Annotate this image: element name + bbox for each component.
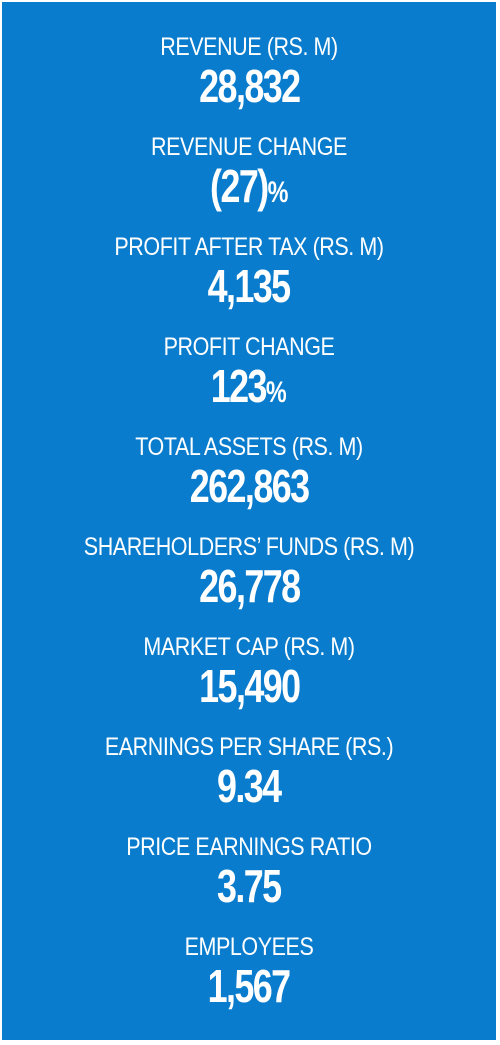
metric-price-earnings-ratio: PRICE EARNINGS RATIO 3.75 — [2, 832, 496, 932]
metric-earnings-per-share: EARNINGS PER SHARE (RS.) 9.34 — [2, 732, 496, 832]
metric-value: 1,567 — [208, 960, 292, 1017]
metric-revenue: REVENUE (RS. M) 28,832 — [2, 32, 496, 132]
metric-number: 26,778 — [198, 560, 301, 612]
metric-number: 9.34 — [217, 760, 282, 812]
metric-label: EARNINGS PER SHARE (RS.) — [104, 733, 394, 761]
metric-shareholders-funds: SHAREHOLDERS’ FUNDS (RS. M) 26,778 — [2, 532, 496, 632]
metric-number: 4,135 — [208, 260, 292, 312]
metric-unit: % — [266, 376, 288, 409]
metric-number: 3.75 — [217, 860, 282, 912]
metric-profit-change: PROFIT CHANGE 123% — [2, 332, 496, 432]
metric-profit-after-tax: PROFIT AFTER TAX (RS. M) 4,135 — [2, 232, 496, 332]
metric-label: SHAREHOLDERS’ FUNDS (RS. M) — [83, 533, 415, 561]
metric-label: MARKET CAP (RS. M) — [143, 633, 355, 661]
metric-employees: EMPLOYEES 1,567 — [2, 932, 496, 1032]
metric-value: 28,832 — [198, 60, 301, 117]
metric-value: (27)% — [210, 162, 288, 217]
metric-label: EMPLOYEES — [184, 933, 314, 961]
metric-value: 3.75 — [217, 860, 282, 917]
metric-label: PRICE EARNINGS RATIO — [126, 833, 372, 861]
metric-total-assets: TOTAL ASSETS (RS. M) 262,863 — [2, 432, 496, 532]
metric-label: TOTAL ASSETS (RS. M) — [135, 433, 363, 461]
metric-label: PROFIT CHANGE — [163, 333, 335, 361]
metric-value: 123% — [211, 362, 287, 417]
metric-label: REVENUE CHANGE — [151, 133, 347, 161]
metric-unit: % — [267, 176, 289, 209]
metric-value: 26,778 — [198, 560, 301, 617]
metric-number: 1,567 — [208, 960, 292, 1012]
metric-value: 262,863 — [189, 460, 310, 517]
metric-number: 123 — [210, 360, 268, 412]
metric-value: 15,490 — [198, 660, 301, 717]
metric-label: PROFIT AFTER TAX (RS. M) — [114, 233, 384, 261]
metric-value: 4,135 — [208, 260, 292, 317]
metric-number: 28,832 — [198, 60, 301, 112]
metric-market-cap: MARKET CAP (RS. M) 15,490 — [2, 632, 496, 732]
metric-label: REVENUE (RS. M) — [160, 33, 338, 61]
metric-value: 9.34 — [217, 760, 282, 817]
metric-revenue-change: REVENUE CHANGE (27)% — [2, 132, 496, 232]
metric-number: 15,490 — [198, 660, 301, 712]
metric-number: (27) — [209, 160, 269, 212]
metric-number: 262,863 — [189, 460, 310, 512]
